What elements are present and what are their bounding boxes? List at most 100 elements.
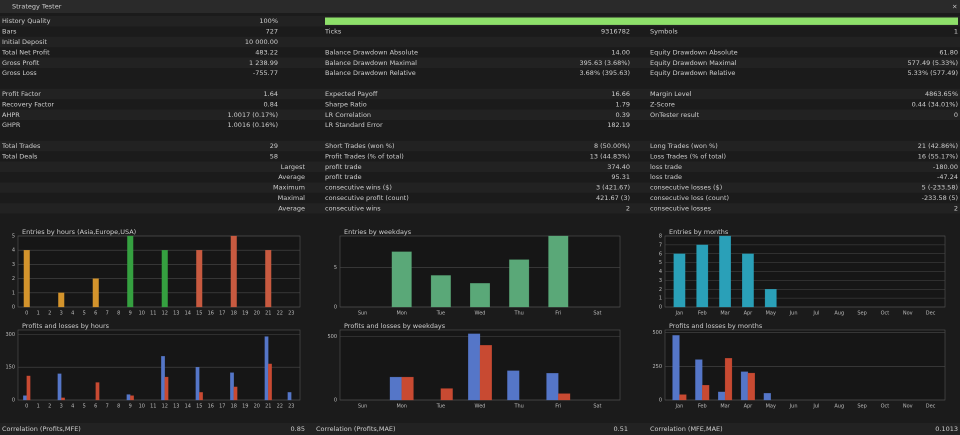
x-tick-label: Apr [744,404,754,410]
x-tick-label: Mon [396,311,407,317]
correlation-label: Correlation (Profits,MFE) [2,425,81,433]
bar [161,249,168,308]
x-tick-label: 7 [106,311,109,317]
row-label: LR Standard Error [325,121,383,129]
row-value: 5 (-233.58) [922,184,958,192]
row-label: Balance Drawdown Maximal [325,59,417,67]
row-label: Margin Level [650,90,692,98]
bar [719,235,731,308]
correlation-value: 0.51 [614,425,628,433]
bar [389,376,402,401]
bar [764,289,777,308]
row-label: loss trade [650,163,682,171]
x-tick-label: Mar [720,404,730,410]
y-tick-label: 2 [659,287,662,293]
x-tick-label: 2 [48,311,51,317]
x-tick-label: Sep [857,311,866,317]
row-label: Long Trades (won %) [650,142,718,150]
y-tick-label: 5 [334,265,337,271]
x-tick-label: Jul [812,311,819,317]
bar [401,376,414,401]
y-tick-label: 5 [12,234,15,240]
row-value: 2 [954,204,958,212]
x-tick-label: 4 [71,311,74,317]
x-tick-label: 5 [83,311,86,317]
row-label: Expected Payoff [325,90,378,98]
bar [440,388,453,401]
x-tick-label: Mar [720,311,730,317]
x-tick-label: 17 [219,404,225,410]
bar [430,275,451,308]
y-tick-label: 150 [5,365,15,371]
y-tick-label: 4 [659,269,662,275]
bar [26,375,31,401]
bar [695,359,703,401]
row-label: Largest [281,163,306,171]
row-label: consecutive wins [325,204,381,212]
row-label: consecutive wins ($) [325,184,392,192]
row-value: -233.58 (5) [922,194,958,202]
row-value: 3.68% (395.63) [579,69,630,77]
row-value: 0 [954,111,958,119]
x-tick-label: Wed [475,311,486,317]
bar [696,244,709,308]
x-tick-label: Feb [698,404,707,410]
y-tick-label: 0 [659,398,662,404]
row-value: 0.44 (34.01%) [912,100,958,108]
bar [679,394,687,401]
bar [195,366,200,401]
row-value: 100% [259,17,278,25]
row-label: Initial Deposit [2,38,47,46]
x-tick-label: 21 [265,311,271,317]
row-label: Gross Profit [2,59,40,67]
x-tick-label: Tue [436,311,446,317]
x-tick-label: 0 [25,404,28,410]
bar [468,333,481,401]
y-tick-label: 5 [659,260,662,266]
x-tick-label: Jun [789,311,798,317]
x-tick-label: 16 [208,404,214,410]
row-value: 58 [270,152,278,160]
correlation-value: 0.85 [291,425,305,433]
row-value: 374.40 [607,163,630,171]
chart: 0 500 Profits and losses by weekdays Sun Mon… [327,322,621,410]
x-tick-label: Thu [513,311,523,317]
window-title: Strategy Tester [12,3,62,11]
bar [724,358,733,401]
bar [164,376,169,401]
row-label: Maximal [278,194,306,202]
row-label: consecutive losses [650,204,712,212]
row-label: Short Trades (won %) [325,142,395,150]
y-tick-label: 0 [12,398,15,404]
y-tick-label: 6 [659,251,662,257]
row-stripe [0,36,960,48]
y-tick-label: 500 [652,330,662,336]
bar [546,373,559,401]
x-tick-label: 11 [150,311,156,317]
bar [230,235,237,308]
row-label: consecutive losses ($) [650,184,722,192]
bar [391,251,412,308]
row-value: 3 (421.67) [596,184,630,192]
x-tick-label: 4 [71,404,74,410]
x-tick-label: 23 [288,404,294,410]
row-label: AHPR [2,111,20,119]
row-value: 421.67 (3) [596,194,630,202]
x-tick-label: Tue [436,404,446,410]
x-tick-label: 7 [106,404,109,410]
stats-table: History Quality 100% Bars 727 Ticks 9316782 Sy… [0,16,960,214]
bar [95,382,100,401]
row-label: Loss Trades (% of total) [650,152,726,160]
y-tick-label: 4 [12,248,15,254]
x-tick-label: 15 [196,404,202,410]
close-button[interactable]: × [952,3,957,11]
chart: 0 250 500 Profits and losses by months Jan Fe… [652,322,946,410]
bar [740,371,749,401]
x-tick-label: 20 [254,404,260,410]
x-tick-label: 6 [94,404,97,410]
chart-title: Profits and losses by hours [22,322,110,330]
bar [265,249,272,308]
bar [127,235,134,308]
bar [747,372,755,401]
row-label: profit trade [325,173,362,181]
